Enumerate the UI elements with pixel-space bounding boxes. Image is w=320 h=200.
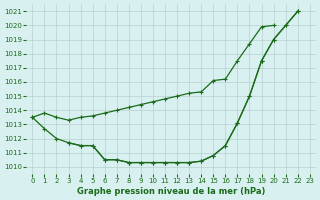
X-axis label: Graphe pression niveau de la mer (hPa): Graphe pression niveau de la mer (hPa) [77,187,265,196]
